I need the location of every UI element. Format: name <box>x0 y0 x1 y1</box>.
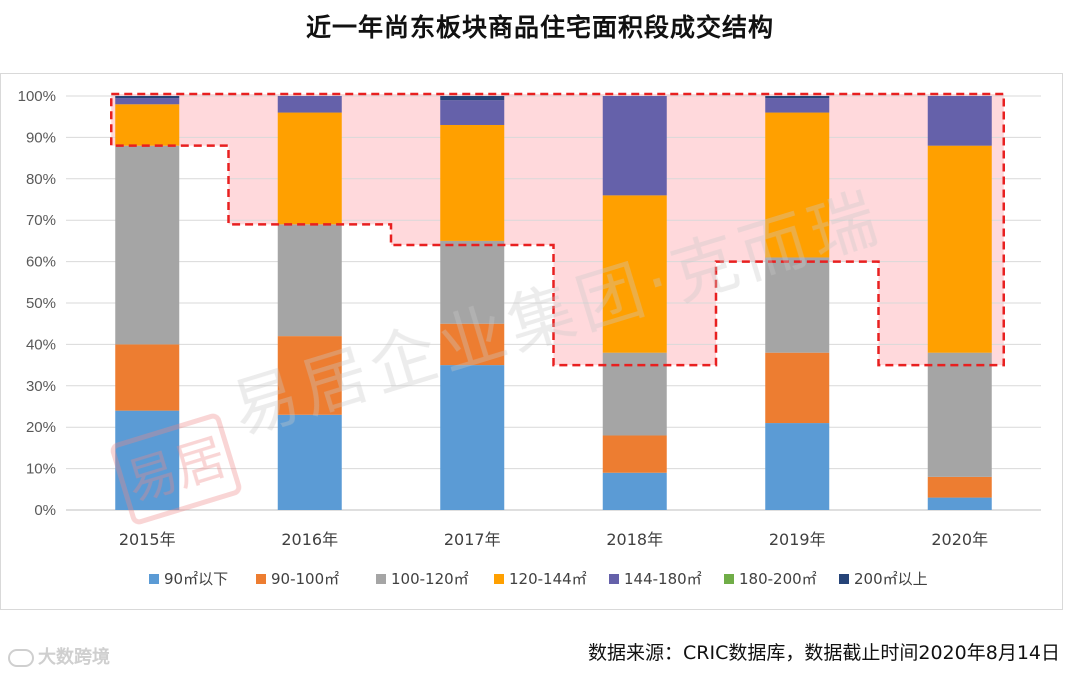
bar-segment <box>440 323 505 366</box>
x-axis: 2015年 2016年 2017年 2018年 2019年 2020年 <box>119 530 988 549</box>
bar-segment <box>765 257 830 353</box>
bar-segment <box>765 352 830 424</box>
y-tick-label: 50% <box>26 295 56 312</box>
legend-swatch <box>494 574 504 584</box>
legend: 90㎡以下 90-100㎡ 100-120㎡ 120-144㎡ 144-180㎡ 180-… <box>149 570 928 588</box>
y-tick-label: 80% <box>26 171 56 188</box>
bar-segment <box>115 96 180 99</box>
y-tick-label: 60% <box>26 254 56 271</box>
legend-label: 144-180㎡ <box>624 570 702 588</box>
source-note: 数据来源：CRIC数据库，数据截止时间2020年8月14日 <box>588 642 1060 664</box>
bar-segment <box>927 476 992 498</box>
bar-stacks <box>115 96 992 510</box>
y-tick-label: 30% <box>26 378 56 395</box>
bar-segment <box>602 472 667 510</box>
chart-area: 易居 易居企业集团·克而瑞 0% 10% 20% 30% 40% 50% 60% 70% 80%… <box>0 73 1063 610</box>
x-tick-label: 2020年 <box>931 530 988 549</box>
brand-logo-icon <box>8 649 34 667</box>
chart-title: 近一年尚东板块商品住宅面积段成交结构 <box>305 13 774 42</box>
bar-segment <box>440 240 505 324</box>
bar-segment <box>602 435 667 473</box>
legend-swatch <box>724 574 734 584</box>
y-tick-label: 100% <box>18 88 56 105</box>
bar-segment <box>115 104 180 146</box>
legend-swatch <box>149 574 159 584</box>
bar-segment <box>115 344 180 411</box>
bar-segment <box>115 145 180 345</box>
y-tick-label: 20% <box>26 419 56 436</box>
legend-swatch <box>256 574 266 584</box>
bar-segment <box>602 96 667 196</box>
bar-segment <box>277 112 342 225</box>
bar-segment <box>765 98 830 113</box>
bar-segment <box>440 100 505 125</box>
legend-label: 120-144㎡ <box>509 570 587 588</box>
x-tick-label: 2019年 <box>769 530 826 549</box>
bar-segment <box>765 96 830 99</box>
bar-segment <box>277 224 342 337</box>
y-tick-label: 0% <box>34 502 56 519</box>
bar-segment <box>927 96 992 146</box>
legend-label: 180-200㎡ <box>739 570 817 588</box>
bar-segment <box>927 145 992 353</box>
legend-label: 100-120㎡ <box>391 570 469 588</box>
legend-label: 90-100㎡ <box>271 570 339 588</box>
bar-segment <box>765 423 830 510</box>
bar-segment <box>115 410 180 510</box>
highlight-dashed-border <box>110 92 1005 367</box>
legend-swatch <box>609 574 619 584</box>
watermark-stamp-icon <box>110 413 242 525</box>
y-tick-label: 90% <box>26 129 56 146</box>
x-tick-label: 2017年 <box>444 530 501 549</box>
bar-segment <box>927 497 992 510</box>
legend-swatch <box>376 574 386 584</box>
bar-segment <box>602 352 667 436</box>
brand-watermark-text: 大数跨境 <box>38 647 110 668</box>
legend-label: 200㎡以上 <box>854 570 928 588</box>
bar-segment <box>277 336 342 415</box>
x-tick-label: 2018年 <box>606 530 663 549</box>
y-axis: 0% 10% 20% 30% 40% 50% 60% 70% 80% 90% 100% <box>18 88 56 519</box>
y-tick-label: 40% <box>26 336 56 353</box>
y-tick-label: 10% <box>26 461 56 478</box>
gridlines <box>66 95 1041 511</box>
bar-segment <box>277 414 342 510</box>
bar-segment <box>115 98 180 105</box>
x-tick-label: 2016年 <box>281 530 338 549</box>
bar-segment <box>440 365 505 510</box>
legend-label: 90㎡以下 <box>164 570 228 588</box>
legend-swatch <box>839 574 849 584</box>
highlight-outline <box>110 92 1005 367</box>
bar-segment <box>440 96 505 101</box>
bar-segment <box>277 96 342 113</box>
y-tick-label: 70% <box>26 212 56 229</box>
bar-segment <box>927 352 992 477</box>
x-tick-label: 2015年 <box>119 530 176 549</box>
brand-watermark: 大数跨境 <box>8 643 110 669</box>
stacked-bar-chart: 易居 易居企业集团·克而瑞 0%10%20%30%40%50%60%70%80%… <box>18 88 1041 588</box>
bar-segment <box>602 195 667 353</box>
bar-segment <box>765 112 830 258</box>
bar-segment <box>440 124 505 241</box>
